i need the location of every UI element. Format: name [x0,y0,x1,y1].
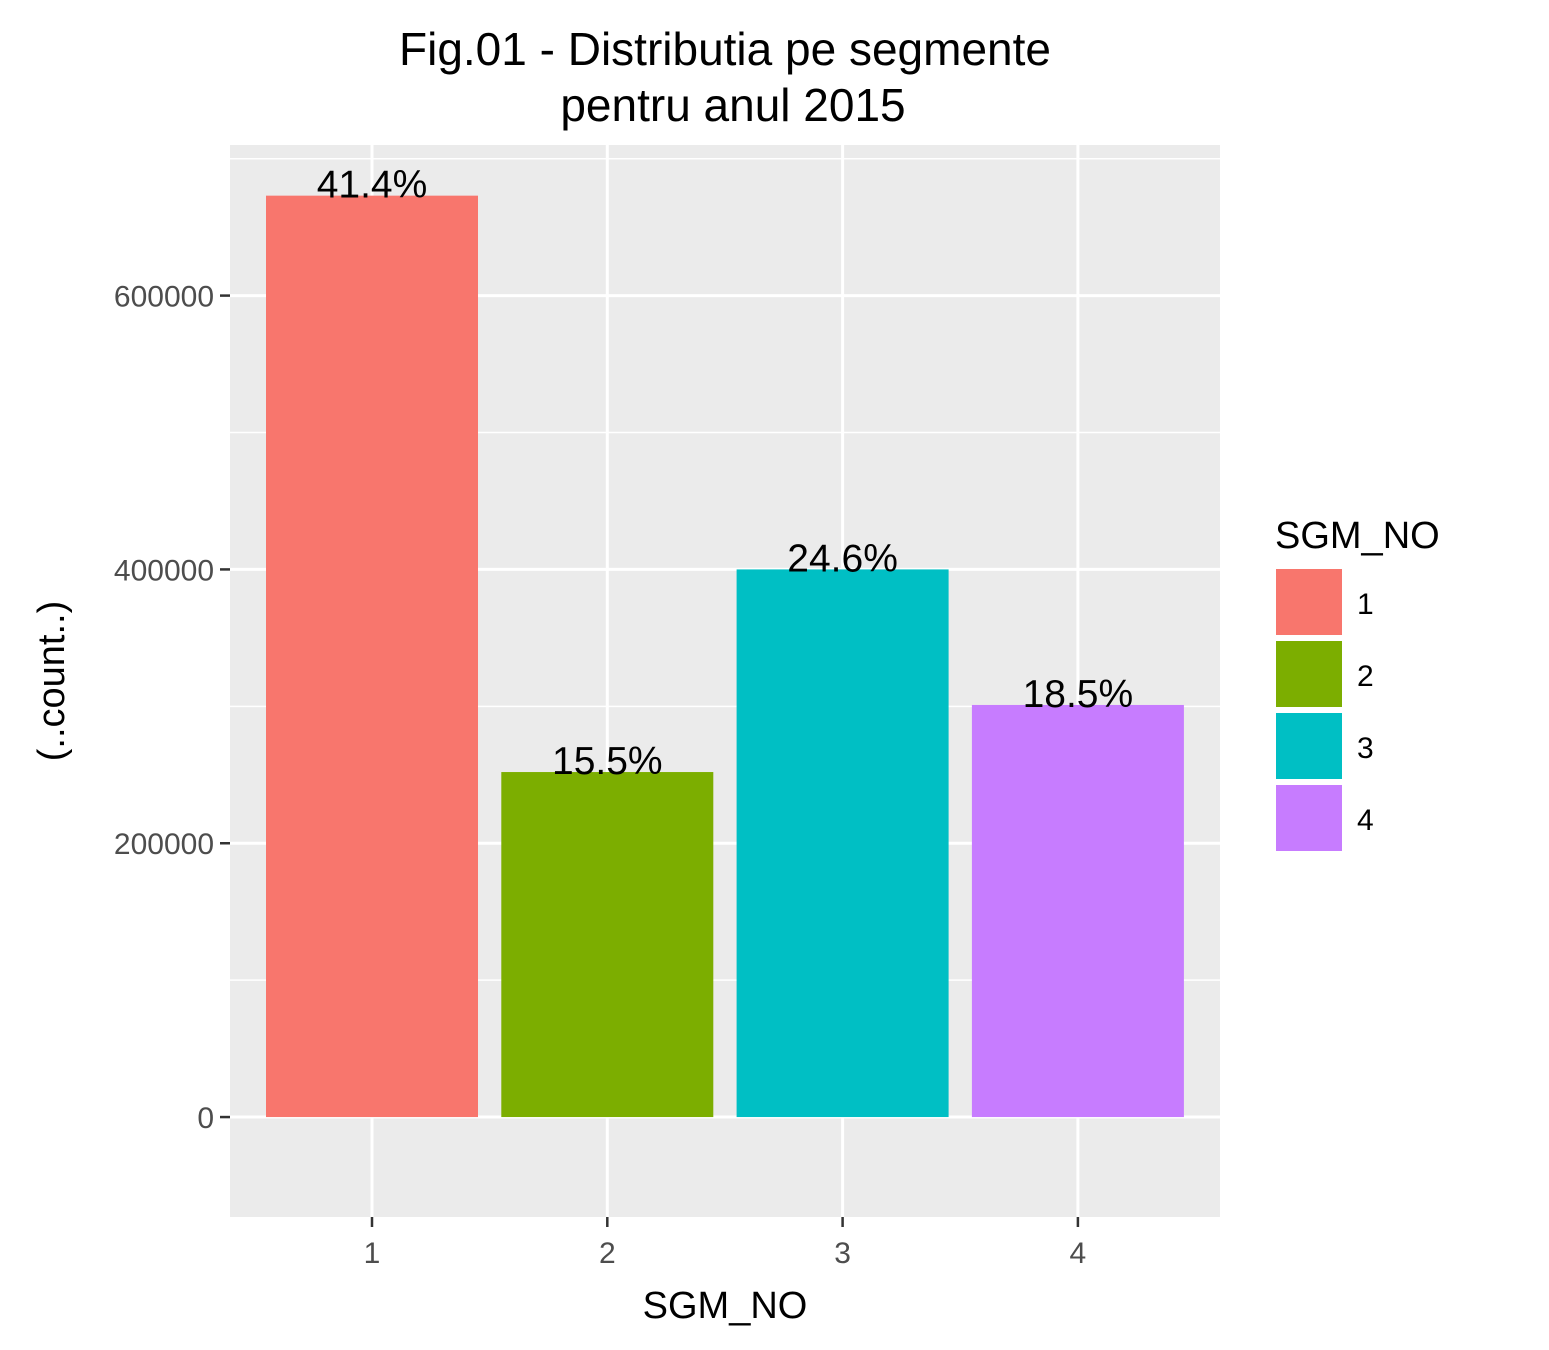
x-tick-label: 3 [834,1237,851,1270]
x-tick-label: 4 [1070,1237,1087,1270]
data-label-2: 15.5% [552,740,663,783]
legend-label-1: 1 [1357,588,1374,621]
data-label-3: 24.6% [787,537,898,580]
legend: SGM_NO 1 2 3 4 [1274,515,1440,853]
y-axis: 0 200000 400000 600000 [114,281,230,1135]
legend-swatch-1 [1274,567,1344,637]
bar-segment-4 [971,704,1184,1118]
legend-title: SGM_NO [1275,515,1440,557]
legend-items: 1 2 3 4 [1274,567,1374,853]
y-tick-label: 0 [197,1102,214,1135]
y-tick-label: 200000 [114,828,214,861]
legend-label-2: 2 [1357,660,1374,693]
chart-title-line-2: pentru anul 2015 [560,79,905,131]
x-tick-label: 2 [599,1237,616,1270]
chart-title: Fig.01 - Distributia pe segmente pentru … [399,23,1051,131]
legend-swatch-3 [1274,711,1344,781]
x-tick-label: 1 [364,1237,381,1270]
data-labels: 41.4% 15.5% 24.6% 18.5% [317,164,1133,783]
legend-label-3: 3 [1357,732,1374,765]
bar-segment-3 [736,569,949,1118]
legend-label-4: 4 [1357,804,1374,837]
y-axis-title: (..count..) [31,601,73,762]
data-label-4: 18.5% [1023,673,1134,716]
bar-segment-2 [501,772,714,1118]
chart-title-line-1: Fig.01 - Distributia pe segmente [399,23,1051,75]
bar-segment-1 [266,195,478,1118]
data-label-1: 41.4% [317,164,428,207]
y-tick-label: 400000 [114,554,214,587]
bars [266,195,1184,1118]
x-axis: 1 2 3 4 [364,1217,1087,1270]
x-axis-title: SGM_NO [643,1285,808,1327]
y-tick-label: 600000 [114,281,214,314]
legend-swatch-4 [1274,783,1344,853]
legend-swatch-2 [1274,639,1344,709]
